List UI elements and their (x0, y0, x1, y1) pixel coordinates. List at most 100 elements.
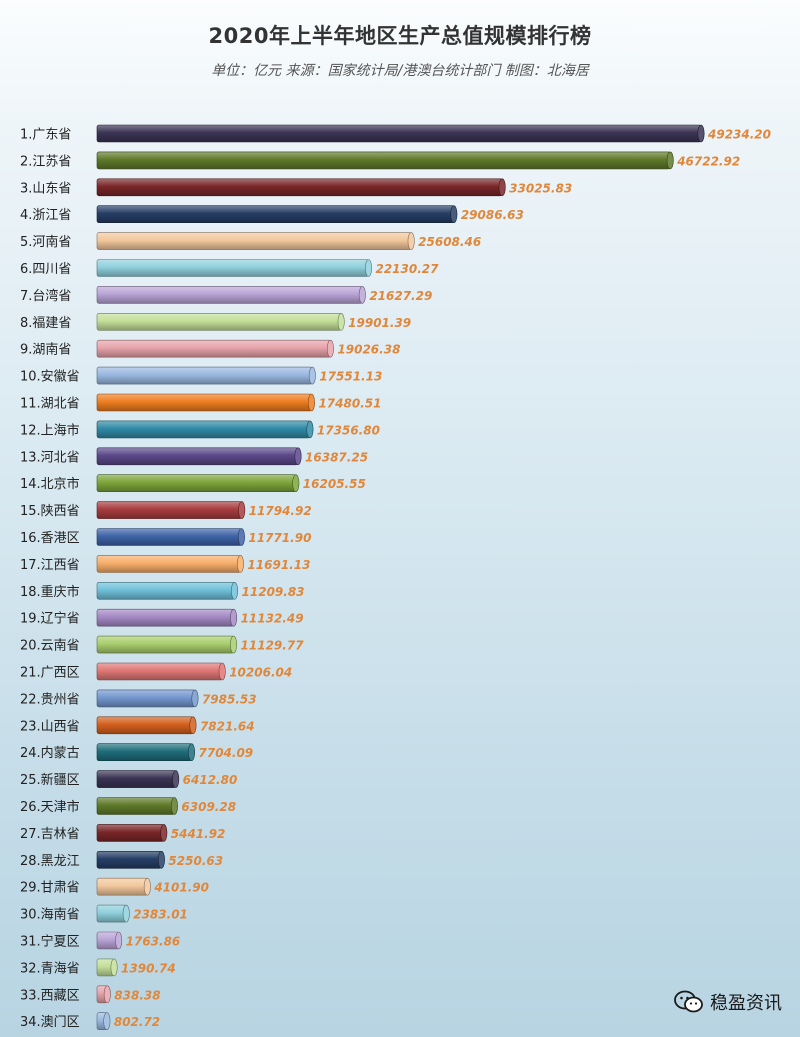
category-label: 32.青海省 (20, 961, 80, 976)
category-label: 18.重庆市 (20, 584, 80, 600)
value-label: 7985.53 (202, 692, 257, 706)
bar (96, 689, 196, 708)
bar-end-cap (110, 958, 118, 977)
category-label: 10.安徽省 (20, 370, 80, 385)
category-label: 20.云南省 (20, 638, 80, 654)
category-label: 29.甘肃省 (20, 881, 80, 896)
bar (96, 850, 162, 869)
bar-end-cap (218, 662, 226, 681)
bar-end-cap (236, 555, 244, 573)
value-label: 10206.04 (229, 666, 292, 680)
bar (96, 555, 241, 573)
value-label: 11771.90 (248, 531, 311, 545)
category-label: 19.辽宁省 (20, 611, 80, 627)
value-label: 46722.92 (676, 154, 740, 168)
value-label: 16387.25 (305, 450, 368, 464)
bar-end-cap (115, 931, 123, 950)
bar (96, 447, 299, 466)
category-label: 12.上海市 (20, 422, 80, 438)
value-label: 7821.64 (200, 719, 255, 733)
bar-end-cap (189, 716, 197, 735)
bar-end-cap (231, 581, 239, 600)
value-label: 7704.09 (199, 746, 254, 760)
value-label: 11794.92 (249, 504, 312, 518)
bar-end-cap (103, 1012, 111, 1031)
watermark-text: 稳盈资讯 (710, 993, 782, 1014)
category-label: 30.海南省 (20, 907, 80, 923)
value-label: 2383.01 (133, 908, 188, 922)
bar-end-cap (191, 689, 199, 708)
chart-subtitle: 单位：亿元 来源：国家统计局/港澳台统计部门 制图：北海居 (211, 63, 589, 79)
value-label: 1763.86 (126, 935, 181, 949)
category-label: 6.四川省 (20, 262, 71, 277)
bar-end-cap (358, 286, 366, 304)
value-label: 838.38 (114, 988, 160, 1002)
bar-end-cap (122, 904, 130, 923)
bar-end-cap (498, 178, 506, 197)
bar (96, 904, 127, 923)
category-label: 17.江西省 (20, 558, 80, 573)
bar-end-cap (230, 635, 238, 654)
value-label: 802.72 (114, 1015, 160, 1029)
bar-end-cap (230, 608, 238, 627)
bar-group: 1.广东省 49234.20 2.江苏省 46722.92 3.山东省 33025.83 4… (20, 124, 771, 1031)
value-label: 21627.29 (369, 289, 432, 303)
value-label: 11132.49 (241, 612, 304, 626)
category-label: 34.澳门区 (20, 1014, 80, 1030)
value-label: 5441.92 (171, 827, 226, 841)
category-label: 22.贵州省 (20, 692, 80, 707)
bar-end-cap (308, 366, 316, 385)
bar-end-cap (326, 339, 334, 358)
category-label: 13.河北省 (20, 450, 80, 465)
value-label: 11691.13 (247, 558, 310, 572)
bar-end-cap (172, 770, 180, 788)
value-label: 17356.80 (317, 423, 380, 437)
bar (96, 286, 363, 304)
category-label: 14.北京市 (20, 476, 80, 492)
bar (96, 312, 342, 331)
bar (96, 581, 235, 600)
bar-end-cap (407, 232, 415, 250)
bar-end-cap (666, 151, 674, 170)
category-label: 3.山东省 (20, 181, 71, 196)
bar-end-cap (160, 824, 168, 842)
bar (96, 259, 369, 277)
category-label: 7.台湾省 (20, 288, 71, 304)
bar (96, 366, 313, 385)
value-label: 11129.77 (241, 639, 305, 653)
bar-end-cap (188, 743, 196, 762)
value-label: 33025.83 (509, 181, 572, 195)
value-label: 16205.55 (303, 477, 366, 491)
category-label: 9.湖南省 (20, 342, 71, 358)
bar-end-cap (157, 850, 165, 869)
value-label: 29086.63 (461, 208, 524, 222)
bar-end-cap (237, 528, 245, 546)
category-label: 8.福建省 (20, 316, 71, 331)
bar-end-cap (306, 420, 314, 439)
bar-end-cap (364, 259, 372, 277)
bar (96, 824, 165, 842)
category-label: 28.黑龙江 (20, 854, 80, 869)
category-label: 31.宁夏区 (20, 934, 80, 950)
bar (96, 501, 242, 519)
bar-end-cap (697, 124, 705, 143)
bar-end-cap (143, 877, 151, 896)
value-label: 17551.13 (319, 370, 382, 384)
bar (96, 743, 192, 762)
value-label: 11209.83 (242, 585, 305, 599)
bar (96, 178, 503, 197)
bar (96, 797, 175, 815)
bar (96, 716, 194, 735)
bar-end-cap (294, 447, 302, 466)
value-label: 19026.38 (337, 343, 400, 357)
bar (96, 420, 311, 439)
category-label: 11.湖北省 (20, 397, 80, 412)
value-label: 19901.39 (348, 316, 411, 330)
bar (96, 635, 234, 654)
bar (96, 662, 223, 681)
value-label: 17480.51 (318, 397, 381, 411)
bar (96, 393, 312, 412)
category-label: 1.广东省 (20, 128, 71, 143)
